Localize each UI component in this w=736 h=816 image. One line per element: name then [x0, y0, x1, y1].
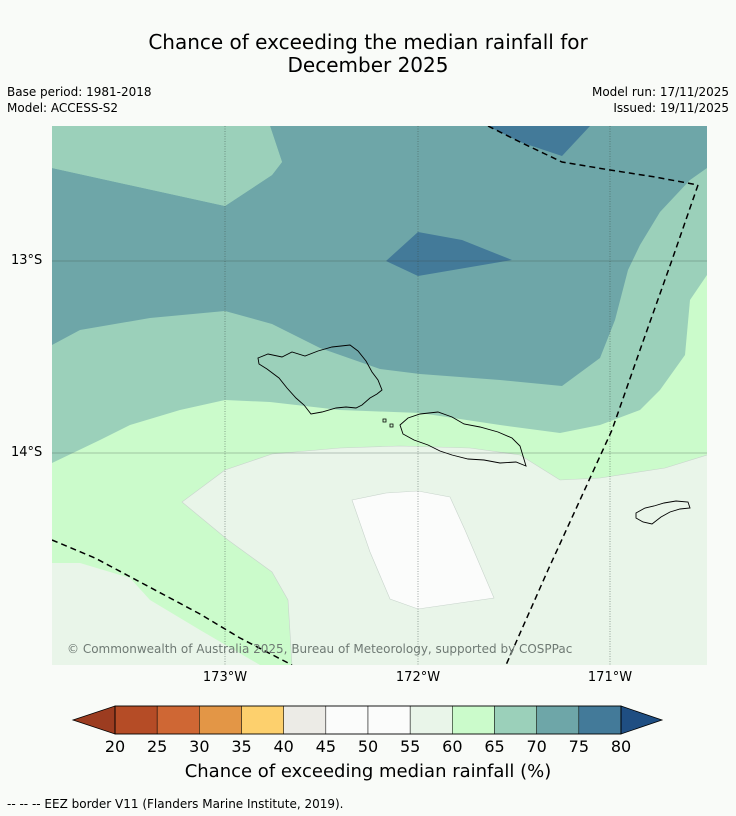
colorbar-tick-65: 65 [484, 737, 505, 756]
title-line-1: Chance of exceeding the median rainfall … [148, 30, 588, 54]
colorbar-cell-75-80 [578, 705, 622, 735]
colorbar-tick-50: 50 [357, 737, 379, 756]
colorbar-cell-45-50 [325, 705, 369, 735]
colorbar-outline [114, 705, 622, 735]
region-55-60-corner [52, 563, 260, 665]
colorbar-cell-55-60 [409, 705, 453, 735]
colorbar-tick-75: 75 [568, 737, 589, 756]
eez-footnote: -- -- -- EEZ border V11 (Flanders Marine… [7, 797, 344, 811]
colorbar-tick-25: 25 [146, 737, 168, 756]
colorbar-tick-35: 35 [231, 737, 252, 756]
tutuila-island [635, 500, 691, 525]
upolu-island [399, 411, 527, 467]
eez-border-north [487, 126, 699, 186]
apolima-islet [389, 423, 394, 428]
colorbar-over-arrow [620, 705, 664, 735]
manono-islet [382, 418, 387, 423]
region-75-80-north [488, 126, 590, 156]
colorbar-cell-50-55 [367, 705, 411, 735]
copyright-notice: © Commonwealth of Australia 2025, Bureau… [67, 642, 573, 656]
eez-border-southwest [52, 539, 293, 665]
meta-right: Model run: 17/11/2025 Issued: 19/11/2025 [592, 84, 729, 116]
colorbar-tick-80: 80 [610, 737, 632, 756]
colorbar-cell-40-45 [283, 705, 327, 735]
model-run: Model run: 17/11/2025 [591, 85, 729, 99]
meta-left: Base period: 1981-2018 Model: ACCESS-S2 [7, 84, 152, 116]
colorbar-label: Chance of exceeding median rainfall (%) [184, 761, 552, 782]
base-period: Base period: 1981-2018 [7, 85, 152, 99]
lat-label-14s: 14°S [11, 445, 43, 460]
title-line-2: December 2025 [287, 53, 449, 77]
colorbar-tick-20: 20 [104, 737, 126, 756]
colorbar-tick-70: 70 [526, 737, 547, 756]
colorbar-tick-30: 30 [189, 737, 210, 756]
colorbar-cell-30-35 [199, 705, 242, 735]
colorbar-cell-65-70 [494, 705, 537, 735]
colorbar-tick-60: 60 [442, 737, 463, 756]
chart-title: Chance of exceeding the median rainfall … [0, 31, 736, 77]
region-65-70-topleft [52, 126, 282, 206]
lon-label-171w: 171°W [587, 670, 633, 685]
savaii-island [257, 344, 383, 415]
region-50-55 [352, 491, 494, 609]
colorbar-cell-25-30 [156, 705, 200, 735]
region-70-75 [52, 126, 707, 386]
region-75-80-center [386, 232, 512, 276]
colorbar-tick-45: 45 [315, 737, 336, 756]
colorbar-cell-20-25 [114, 705, 158, 735]
lat-label-13s: 13°S [11, 253, 43, 268]
issued-date: Issued: 19/11/2025 [613, 101, 729, 115]
lon-label-172w: 172°W [395, 670, 441, 685]
model-name: Model: ACCESS-S2 [7, 101, 119, 115]
colorbar-under-arrow [71, 705, 116, 735]
colorbar-cell-70-75 [536, 705, 580, 735]
colorbar-cell-35-40 [241, 705, 284, 735]
colorbar-tick-40: 40 [273, 737, 294, 756]
lon-label-173w: 173°W [202, 670, 248, 685]
colorbar-cell-60-65 [452, 705, 495, 735]
eez-border-east [505, 184, 699, 665]
colorbar-tick-55: 55 [399, 737, 421, 756]
